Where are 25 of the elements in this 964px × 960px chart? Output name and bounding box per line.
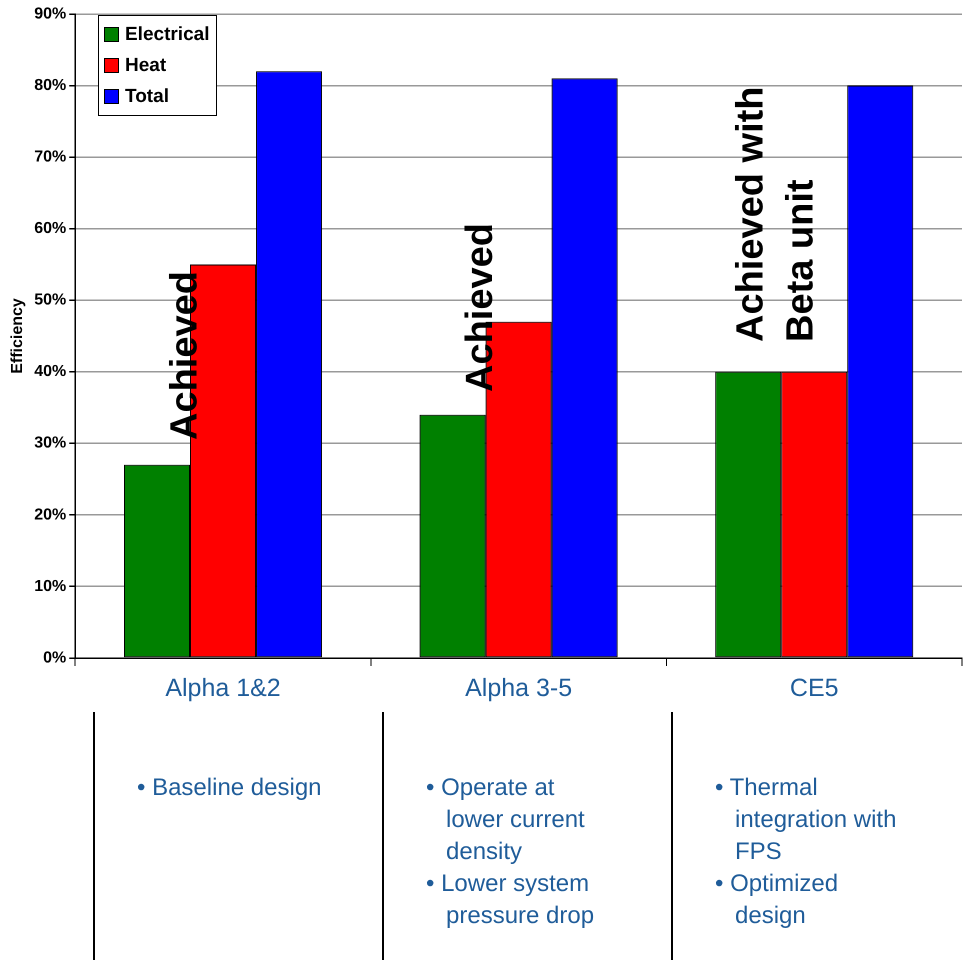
annotation: Achieved: [163, 271, 206, 440]
y-tick-label: 40%: [34, 363, 66, 380]
y-tick-label: 70%: [34, 148, 66, 166]
y-tick-label: 20%: [34, 506, 66, 524]
x-tick-label: CE5: [790, 674, 839, 702]
y-tick-label: 0%: [43, 649, 66, 666]
y-tick-label: 30%: [34, 434, 66, 452]
annotation: Achieved: [459, 223, 502, 392]
x-tick-label: Alpha 1&2: [165, 674, 281, 702]
y-tick-label: 90%: [34, 5, 66, 22]
annotation: Achieved with Beta unit: [730, 86, 822, 342]
text: • Thermal integration with FPS: [715, 773, 898, 867]
text: • Baseline design: [137, 773, 323, 803]
y-axis-title: Efficiency: [9, 298, 26, 374]
y-tick-label: 80%: [34, 76, 66, 94]
x-tick-label: Alpha 3-5: [465, 674, 572, 702]
y-tick-label: 50%: [34, 292, 66, 309]
text: • Operate at lower current density: [426, 773, 586, 867]
text: • Lower system pressure drop: [426, 869, 596, 931]
y-tick-label: 60%: [34, 220, 66, 238]
legend-label: Total: [125, 86, 169, 108]
y-tick-label: 10%: [34, 578, 66, 595]
legend-label: Heat: [125, 54, 166, 76]
legend-label: Electrical: [125, 24, 210, 46]
text: • Optimized design: [715, 869, 840, 931]
